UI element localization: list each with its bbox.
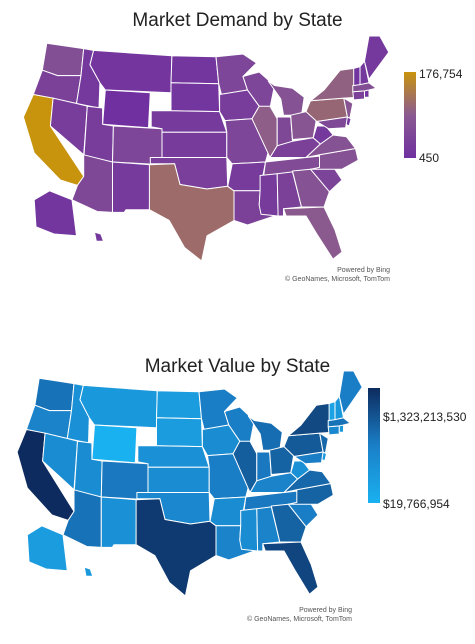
state-az[interactable] [71, 154, 113, 213]
state-nh[interactable] [334, 395, 344, 421]
map-title: Market Value by State [144, 356, 331, 377]
state-wy[interactable] [102, 89, 151, 129]
state-ne[interactable] [150, 110, 228, 133]
state-ak[interactable] [33, 190, 77, 237]
state-nm[interactable] [112, 161, 151, 213]
map-title: Market Demand by State [132, 10, 343, 31]
state-nd[interactable] [156, 390, 202, 420]
legend-min-label: 450 [419, 151, 440, 165]
state-fl[interactable] [283, 206, 343, 260]
state-mi[interactable] [247, 415, 283, 451]
us-choropleth-map [16, 370, 363, 597]
map-panel-demand: Market Demand by State 176,754 450 Power… [0, 0, 475, 320]
state-sd[interactable] [170, 82, 221, 113]
state-hi[interactable] [94, 231, 104, 242]
state-ms[interactable] [258, 173, 279, 217]
state-mt[interactable] [89, 49, 173, 94]
state-ct[interactable] [352, 90, 365, 101]
state-ga[interactable] [292, 168, 330, 208]
legend-min-label: $19,766,954 [383, 497, 450, 511]
state-ak[interactable] [26, 525, 68, 572]
legend-max-label: $1,323,213,530 [383, 410, 467, 424]
state-ks[interactable] [147, 466, 210, 493]
state-nh[interactable] [359, 60, 370, 86]
state-fl[interactable] [262, 541, 319, 595]
state-vt[interactable] [353, 66, 361, 86]
state-nd[interactable] [170, 55, 220, 85]
map-attribution: Powered by Bing © GeoNames, Microsoft, T… [250, 266, 390, 284]
state-mt[interactable] [79, 384, 158, 429]
state-ks[interactable] [161, 131, 228, 158]
state-ct[interactable] [327, 425, 340, 436]
state-ny[interactable] [310, 67, 359, 102]
state-wa[interactable] [41, 42, 85, 77]
state-wv[interactable] [312, 125, 334, 145]
state-az[interactable] [62, 489, 102, 548]
state-wy[interactable] [91, 424, 138, 464]
state-ny[interactable] [287, 402, 334, 437]
state-hi[interactable] [83, 566, 94, 577]
state-md[interactable] [293, 451, 324, 465]
state-ga[interactable] [270, 503, 307, 543]
state-ms[interactable] [239, 508, 259, 552]
credits-text: © GeoNames, Microsoft, TomTom [285, 276, 390, 283]
legend-max-label: 176,754 [419, 67, 463, 81]
powered-by-text: Powered by Bing [337, 267, 390, 274]
state-ne[interactable] [137, 445, 210, 468]
credits-text: © GeoNames, Microsoft, TomTom [247, 616, 352, 623]
map-attribution: Powered by Bing © GeoNames, Microsoft, T… [212, 606, 352, 624]
state-nm[interactable] [100, 496, 138, 548]
legend-gradient-bar [368, 388, 380, 503]
legend-gradient-bar [404, 72, 416, 158]
state-oh[interactable] [290, 111, 318, 140]
state-wv[interactable] [290, 460, 310, 480]
state-sd[interactable] [156, 417, 203, 448]
state-oh[interactable] [269, 446, 295, 475]
powered-by-text: Powered by Bing [299, 607, 352, 614]
state-me[interactable] [338, 370, 363, 415]
state-me[interactable] [364, 35, 390, 80]
state-md[interactable] [316, 116, 348, 130]
map-panel-value: Market Value by State $1,323,213,530 $19… [0, 350, 475, 644]
us-choropleth-map [22, 35, 390, 262]
state-wa[interactable] [34, 377, 75, 412]
state-vt[interactable] [328, 401, 336, 421]
state-mi[interactable] [267, 80, 305, 116]
